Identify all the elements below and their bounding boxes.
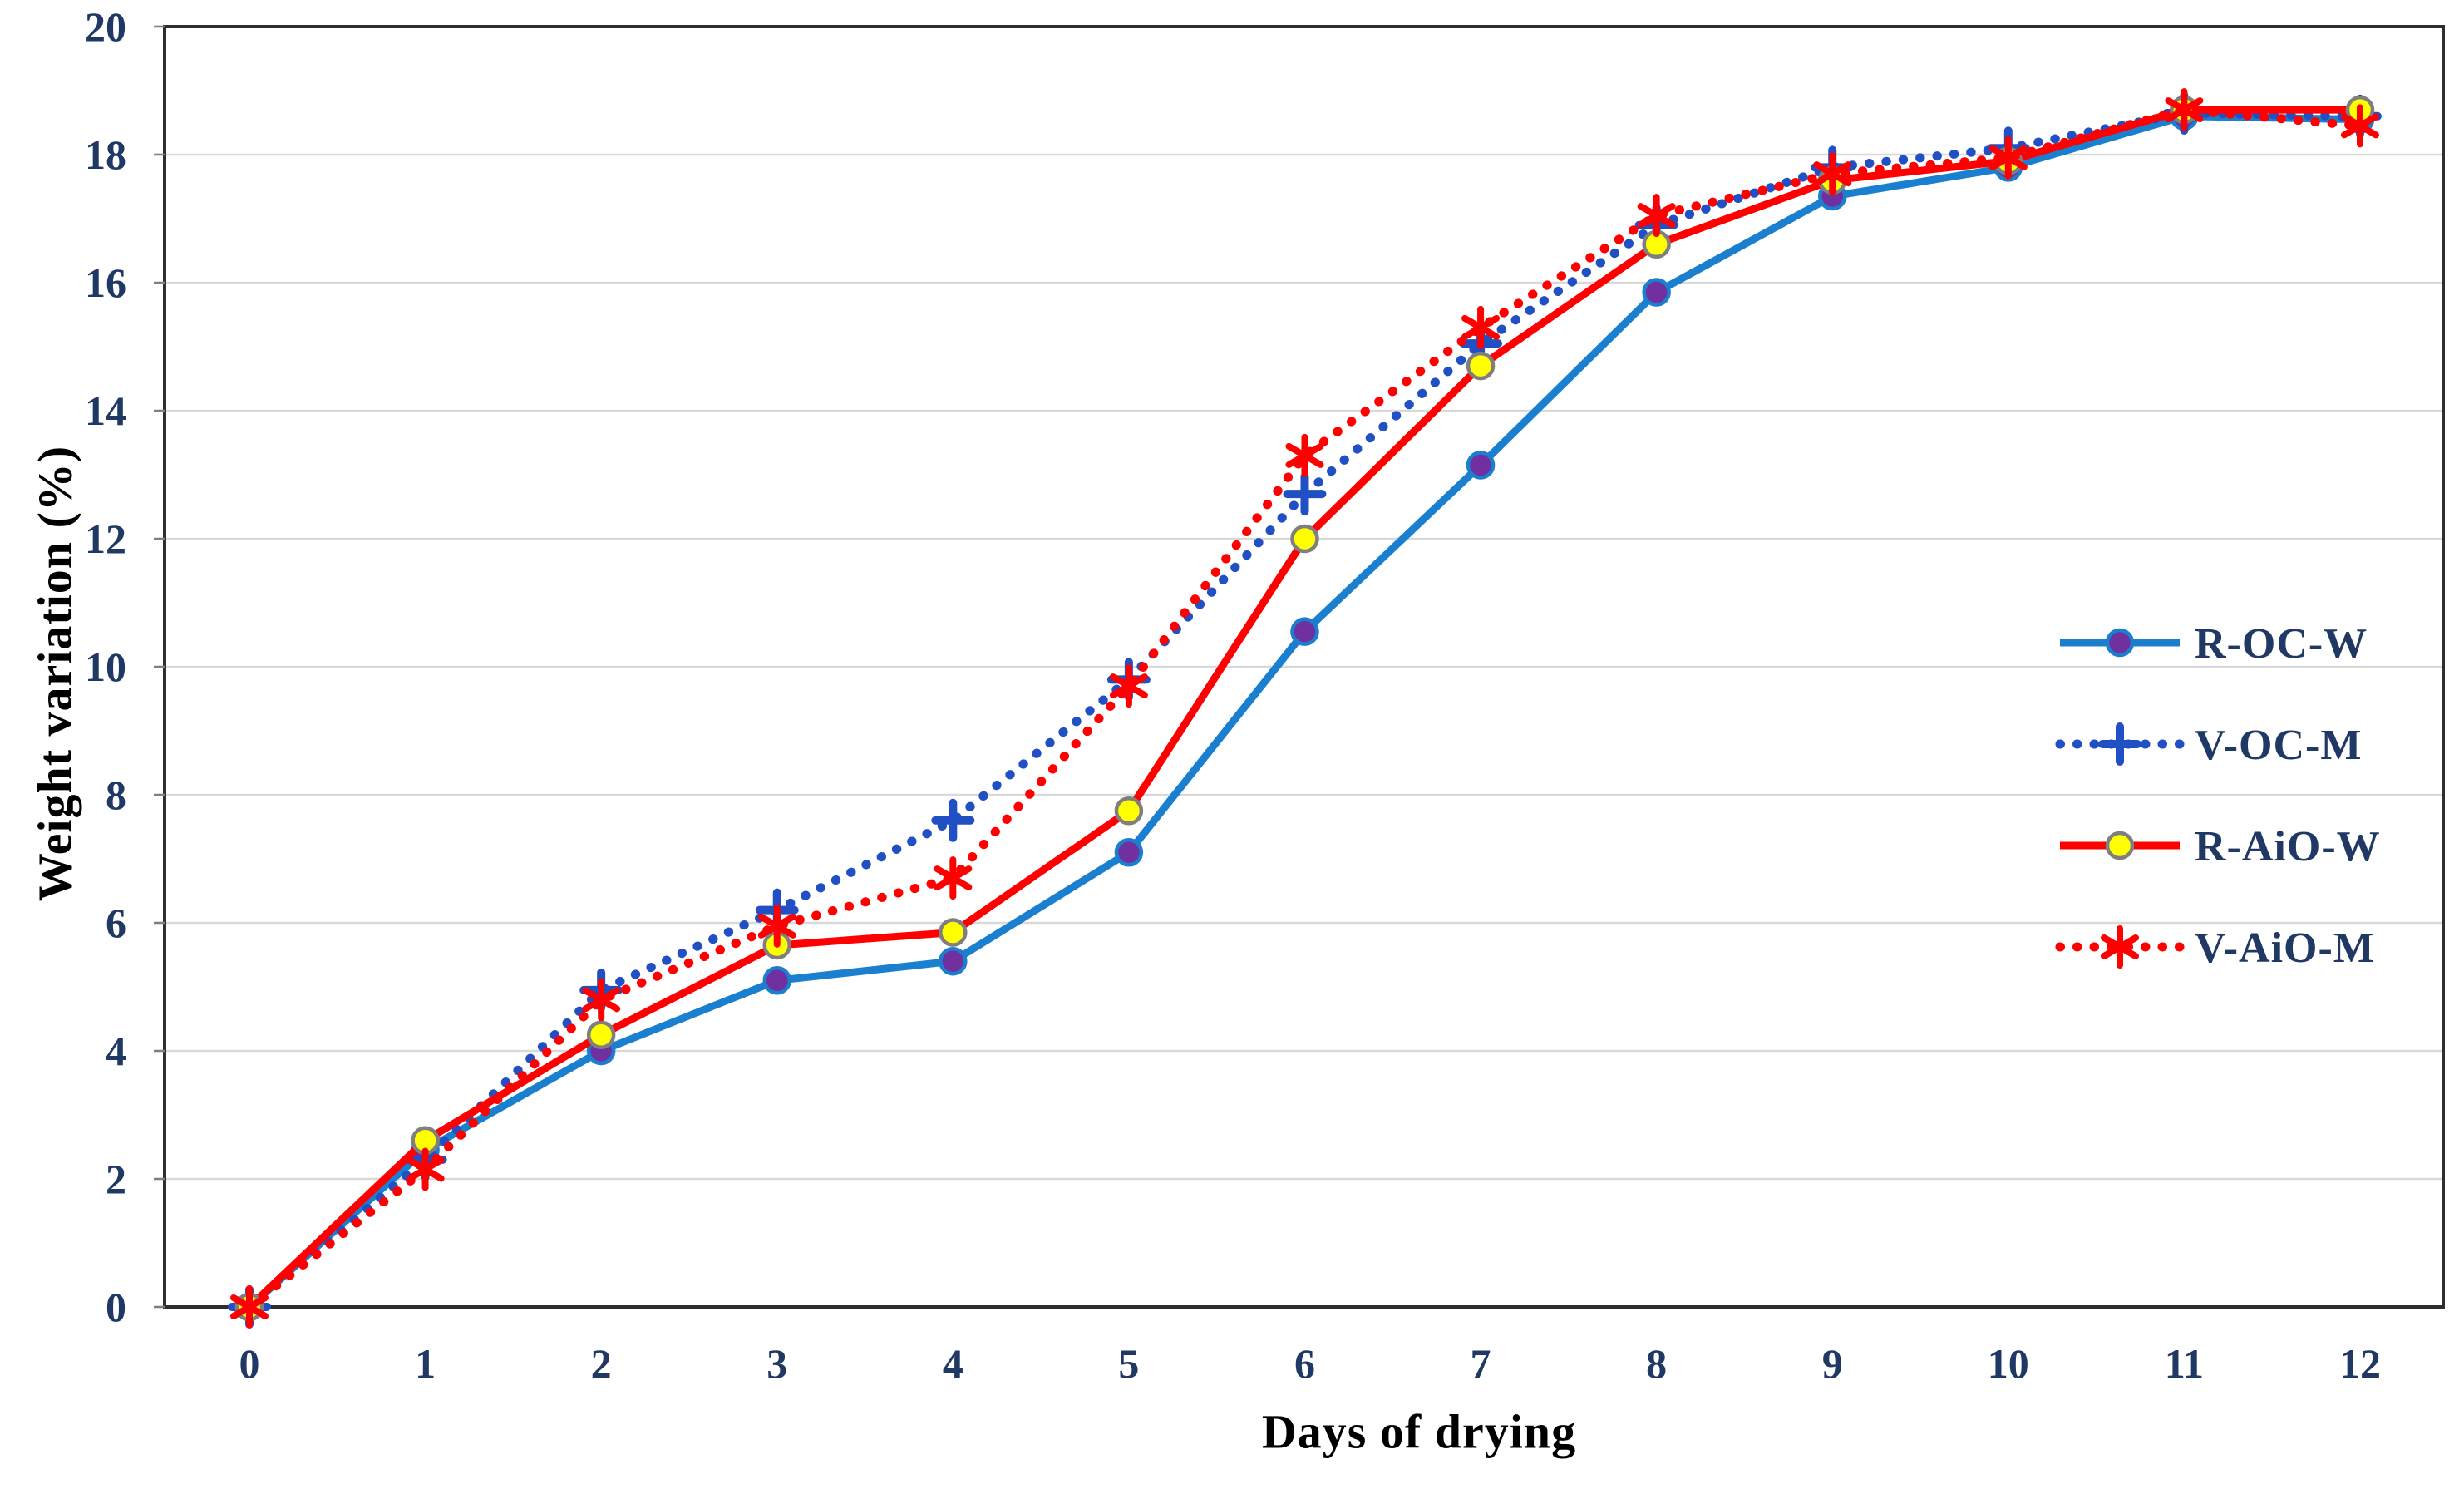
legend-label-R-OC-W: R-OC-W: [2195, 620, 2368, 668]
data-point-marker-R-AiO-W: [1466, 351, 1496, 381]
y-tick-label: 18: [85, 131, 126, 178]
data-point-marker-V-AiO-M: [1285, 433, 1324, 477]
data-point-marker-V-AiO-M: [1637, 194, 1676, 238]
data-point-marker-R-AiO-W: [586, 1020, 616, 1049]
data-point-marker-V-AiO-M: [1461, 305, 1501, 349]
data-point-marker-R-AiO-W: [1114, 796, 1144, 826]
y-tick-label: 2: [106, 1156, 126, 1202]
data-point-marker-V-AiO-M: [1109, 664, 1148, 708]
data-point-marker-R-AiO-W: [939, 918, 968, 947]
data-point-marker-V-OC-M: [1283, 472, 1327, 516]
y-tick-label: 20: [85, 3, 126, 50]
data-point-marker-R-OC-W: [762, 966, 791, 995]
y-tick-label: 10: [85, 643, 126, 690]
x-tick-label: 3: [766, 1340, 787, 1387]
series-line-V-OC-M: [244, 108, 2365, 1312]
x-tick-label: 0: [239, 1340, 260, 1387]
data-point-marker-R-OC-W: [1466, 451, 1496, 480]
x-tick-label: 10: [1988, 1340, 2029, 1387]
data-point-marker-V-AiO-M: [934, 856, 973, 900]
data-point-marker-V-OC-M: [2098, 722, 2141, 766]
data-point-marker-R-OC-W: [1642, 278, 1671, 307]
data-point-marker-R-OC-W: [1290, 617, 1319, 646]
y-tick-label: 8: [106, 772, 126, 818]
y-tick-label: 6: [106, 900, 126, 946]
series-line-R-AiO-W: [246, 106, 2360, 1310]
y-tick-label: 12: [85, 515, 126, 562]
x-tick-label: 5: [1118, 1340, 1139, 1387]
y-tick-label: 14: [85, 387, 126, 434]
data-point-marker-V-AiO-M: [1988, 136, 2028, 180]
data-point-marker-V-AiO-M: [2165, 88, 2204, 132]
data-point-marker-V-AiO-M: [2101, 925, 2139, 969]
data-point-marker-R-OC-W: [939, 946, 968, 976]
y-axis-title: Weight variation (%): [27, 445, 82, 902]
data-point-marker-V-AiO-M: [230, 1285, 269, 1329]
data-point-marker-V-AiO-M: [1813, 152, 1852, 196]
x-tick-label: 6: [1294, 1340, 1315, 1387]
x-tick-label: 4: [943, 1340, 963, 1387]
data-point-marker-V-OC-M: [931, 798, 975, 842]
series-line-R-OC-W: [247, 112, 2361, 1310]
x-axis-title: Days of drying: [1261, 1404, 1577, 1459]
x-tick-label: 7: [1471, 1340, 1491, 1387]
y-tick-label: 16: [85, 259, 126, 306]
data-point-marker-V-AiO-M: [582, 978, 621, 1022]
y-tick-label: 4: [106, 1028, 126, 1074]
x-tick-label: 9: [1822, 1340, 1843, 1387]
series-line-V-AiO-M: [244, 105, 2365, 1312]
data-point-marker-R-OC-W: [2105, 628, 2135, 658]
legend-label-R-AiO-W: R-AiO-W: [2195, 823, 2381, 870]
data-point-marker-R-OC-W: [1114, 838, 1144, 867]
legend-label-V-AiO-M: V-AiO-M: [2195, 925, 2375, 972]
data-point-marker-V-AiO-M: [2340, 104, 2379, 148]
data-point-marker-V-AiO-M: [406, 1147, 445, 1191]
legend-label-V-OC-M: V-OC-M: [2195, 722, 2362, 769]
x-tick-label: 8: [1646, 1340, 1667, 1387]
x-tick-label: 1: [415, 1340, 436, 1387]
x-tick-label: 12: [2339, 1340, 2381, 1387]
y-tick-label: 0: [106, 1284, 126, 1330]
data-point-marker-R-AiO-W: [1290, 524, 1319, 554]
x-tick-label: 2: [591, 1340, 612, 1387]
data-point-marker-R-AiO-W: [2105, 831, 2135, 860]
x-tick-label: 11: [2165, 1340, 2204, 1387]
data-point-marker-V-AiO-M: [757, 904, 796, 948]
